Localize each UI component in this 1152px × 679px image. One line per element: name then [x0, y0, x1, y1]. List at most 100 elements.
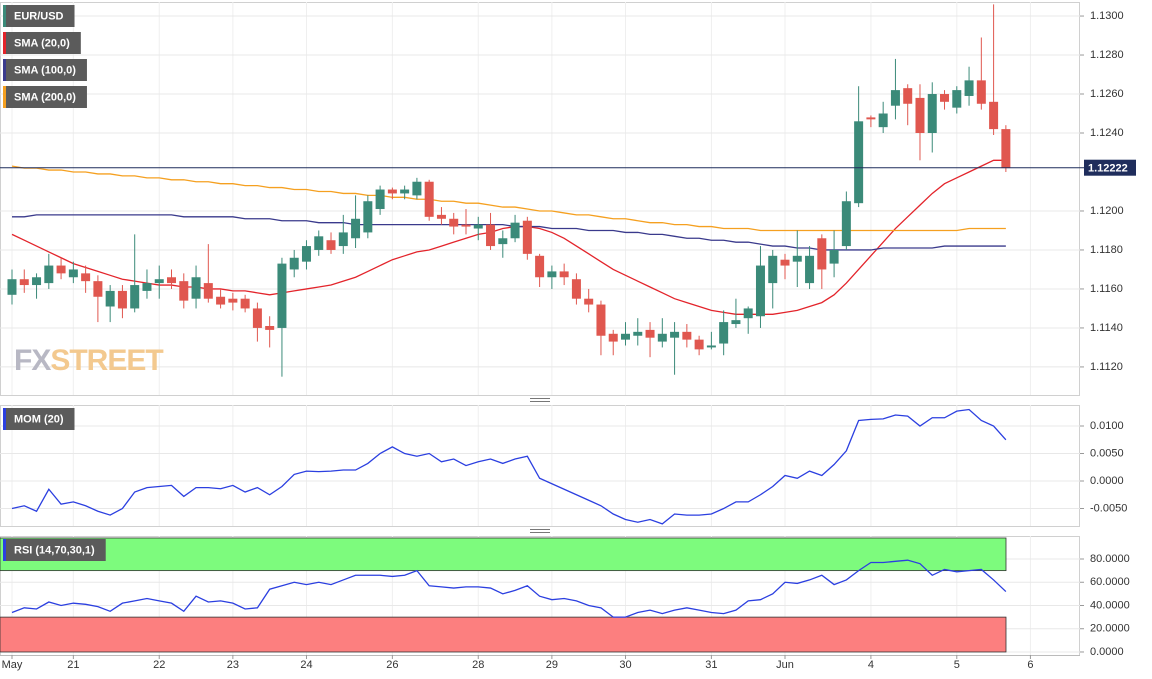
- candle-body: [890, 90, 900, 106]
- candle-body: [338, 232, 348, 247]
- y-tick-label: 20.0000: [1090, 623, 1130, 635]
- y-tick-label: 1.1200: [1090, 205, 1124, 217]
- y-tick-label: 1.1280: [1090, 49, 1124, 61]
- candle-body: [976, 80, 986, 104]
- y-tick-label: 1.1180: [1090, 244, 1123, 256]
- candle-body: [964, 80, 974, 96]
- candle-body: [240, 298, 250, 309]
- candle-body: [535, 255, 545, 278]
- series-line: [12, 214, 1006, 251]
- candle-body: [154, 279, 164, 284]
- y-tick-label: 80.0000: [1090, 553, 1130, 565]
- x-tick-label: 30: [619, 659, 631, 671]
- y-tick-label: 1.1240: [1090, 127, 1124, 139]
- candle-body: [829, 249, 839, 264]
- x-tick-label: 22: [153, 659, 165, 671]
- x-tick-label: 31: [705, 659, 717, 671]
- legend-label: SMA (20,0): [14, 37, 70, 49]
- x-tick-label: 4: [868, 659, 874, 671]
- candle-body: [117, 290, 127, 309]
- candle-body: [510, 222, 520, 239]
- candle-body: [694, 339, 704, 350]
- legend-box[interactable]: [3, 5, 75, 27]
- candle-body: [927, 94, 937, 133]
- y-tick-label: 1.1140: [1090, 322, 1123, 334]
- series-line: [11, 165, 1006, 232]
- candle-body: [878, 113, 888, 128]
- y-tick-label: 0.0050: [1090, 447, 1124, 459]
- candle-body: [191, 277, 201, 299]
- last-price-box: [1084, 159, 1136, 176]
- candle-body: [522, 220, 532, 254]
- candle-body: [1001, 129, 1011, 169]
- candle-body: [81, 273, 91, 282]
- candle-body: [461, 224, 471, 227]
- candle-body: [841, 201, 851, 247]
- y-tick-label: -0.0050: [1090, 502, 1127, 514]
- candle-body: [547, 271, 557, 278]
- watermark-part: STREET: [50, 344, 163, 377]
- candle-body: [179, 281, 189, 301]
- series-line: [11, 408, 1007, 525]
- candle-body: [805, 255, 815, 284]
- legend-label: SMA (100,0): [14, 64, 76, 76]
- candle-body: [866, 117, 876, 120]
- y-tick-label: 1.1160: [1090, 283, 1123, 295]
- candle-body: [449, 218, 459, 227]
- candle-body: [375, 189, 385, 210]
- candle-body: [596, 304, 606, 336]
- legend-swatch: [3, 539, 6, 561]
- x-tick-label: 6: [1027, 659, 1033, 671]
- panel-frame: [0, 2, 1080, 396]
- y-tick-label: 1.1300: [1090, 10, 1124, 22]
- candle-body: [682, 331, 692, 340]
- candle-body: [301, 246, 311, 262]
- y-tick-label: 0.0000: [1090, 475, 1124, 487]
- y-tick-label: 0.0100: [1090, 420, 1124, 432]
- watermark-part: FX: [14, 344, 51, 377]
- y-tick-label: 0.0000: [1090, 646, 1124, 658]
- candle-body: [940, 94, 950, 102]
- candle-body: [473, 224, 483, 229]
- candle-body: [755, 265, 765, 317]
- candle-body: [645, 329, 655, 338]
- candle-body: [412, 181, 422, 196]
- candle-body: [56, 265, 66, 274]
- candle-body: [571, 279, 581, 299]
- candle-body: [387, 189, 397, 194]
- legend-box[interactable]: [3, 32, 81, 54]
- candle-body: [854, 121, 864, 204]
- candle-body: [326, 240, 336, 250]
- legend-box[interactable]: [3, 539, 106, 561]
- candle-body: [216, 296, 226, 305]
- x-tick-label: 28: [472, 659, 484, 671]
- candle-body: [584, 298, 594, 305]
- candle-body: [68, 269, 78, 278]
- legend-swatch: [3, 408, 6, 430]
- candle-body: [314, 236, 324, 250]
- legend-label: RSI (14,70,30,1): [14, 544, 95, 556]
- legend-swatch: [3, 32, 6, 54]
- legend-box[interactable]: [3, 86, 87, 108]
- last-price-label: 1.12222: [1088, 163, 1128, 175]
- candle-body: [817, 238, 827, 270]
- y-tick-label: 40.0000: [1090, 599, 1130, 611]
- y-tick-label: 1.1260: [1090, 88, 1124, 100]
- legend-box[interactable]: [3, 59, 87, 81]
- candle-body: [93, 281, 103, 297]
- candle-body: [903, 88, 913, 104]
- candle-body: [780, 259, 790, 266]
- legend-label: EUR/USD: [14, 10, 64, 22]
- candle-body: [363, 201, 373, 233]
- x-tick-label: 21: [67, 659, 79, 671]
- candle-body: [719, 322, 729, 344]
- candle-body: [289, 257, 299, 270]
- legend-label: MOM (20): [14, 413, 64, 425]
- candle-body: [32, 277, 42, 286]
- candle-body: [436, 214, 446, 219]
- candle-body: [657, 333, 667, 342]
- legend-box[interactable]: [3, 408, 75, 430]
- candle-body: [670, 331, 680, 338]
